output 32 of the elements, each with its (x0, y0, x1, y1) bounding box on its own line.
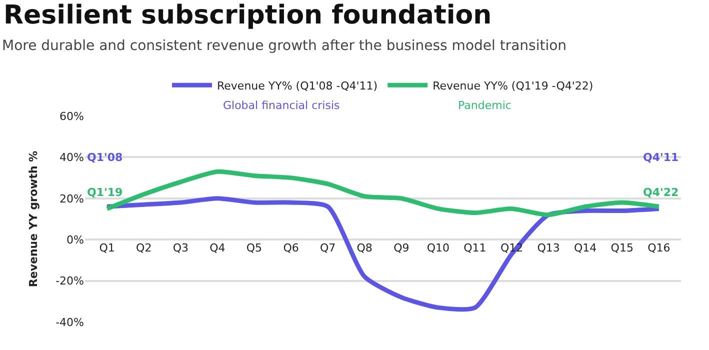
x-tick-label: Q13 (537, 242, 560, 255)
text: Pandemic (458, 99, 512, 112)
x-tick-label: Q16 (648, 242, 670, 255)
y-axis-title: Revenue YY growth % (27, 150, 40, 288)
x-tick-label: Q4 (210, 242, 226, 255)
x-tick-label: Q1 (99, 242, 115, 255)
x-tick-label: Q15 (610, 242, 634, 255)
legend-label: Revenue YY% (Q1'08 -Q4'11) (217, 79, 378, 92)
x-tick-label: Q14 (574, 242, 597, 255)
text: Global financial crisis (223, 99, 340, 112)
x-tick-label: Q3 (172, 242, 188, 255)
x-tick-label: Q2 (136, 242, 152, 255)
x-tick-label: Q5 (246, 242, 262, 255)
y-tick-label: -40% (56, 316, 84, 329)
y-tick-label: -20% (56, 274, 84, 288)
x-tick-label: Q6 (283, 242, 299, 255)
annotation: Q1'19 (87, 186, 123, 199)
y-tick-label: 40% (60, 151, 84, 164)
annotation: Q4'11 (643, 151, 679, 164)
x-tick-label: Q8 (356, 242, 372, 255)
x-tick-label: Q11 (464, 242, 486, 255)
legend-label: Revenue YY% (Q1'19 -Q4'22) (432, 79, 594, 92)
x-tick-label: Q7 (320, 242, 336, 255)
annotation: Q4'22 (643, 186, 679, 199)
y-tick-label: 0% (66, 233, 84, 246)
y-tick-label: 60% (60, 110, 84, 123)
annotation: Q1'08 (87, 151, 123, 164)
x-tick-label: Q9 (394, 242, 410, 255)
chart-title: Resilient subscription foundation (4, 0, 492, 30)
chart-subtitle: More durable and consistent revenue growth after the business model transition (2, 38, 567, 54)
x-tick-label: Q10 (426, 242, 450, 255)
y-tick-label: 20% (60, 192, 84, 206)
